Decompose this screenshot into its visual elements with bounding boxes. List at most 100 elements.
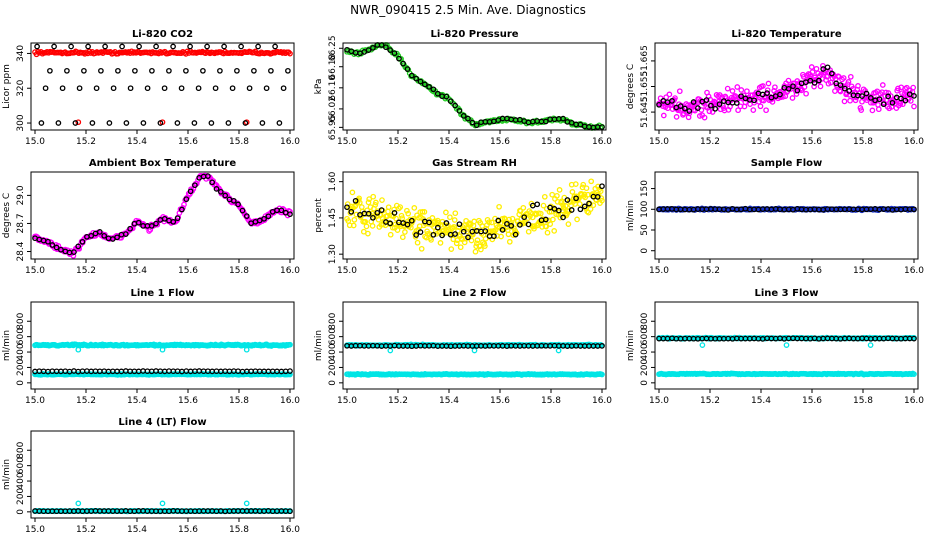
data-point <box>911 335 917 342</box>
x-tick-label: 15.2 <box>700 396 720 406</box>
data-point <box>541 193 548 200</box>
x-tick-label: 15.0 <box>25 266 45 276</box>
data-point <box>430 231 437 238</box>
data-point <box>45 238 51 245</box>
data-point <box>144 85 151 92</box>
data-point <box>174 215 181 222</box>
y-tick-label: 51.665 <box>640 45 650 77</box>
data-point <box>803 90 809 97</box>
data-point <box>594 194 601 200</box>
series-spikes <box>75 500 250 507</box>
data-point <box>790 83 796 90</box>
data-point <box>170 218 177 225</box>
data-point <box>525 228 532 235</box>
data-point <box>222 192 229 199</box>
data-point <box>898 95 904 102</box>
data-point <box>287 341 293 348</box>
data-point <box>265 213 272 220</box>
data-point <box>765 80 772 87</box>
plot-frame <box>30 42 295 131</box>
data-point <box>383 44 389 51</box>
data-point <box>234 67 240 74</box>
data-point <box>580 181 587 188</box>
data-point <box>278 207 285 214</box>
data-point <box>140 120 147 126</box>
data-point <box>396 55 402 62</box>
panel-line4: Line 4 (LT) Flow ml/min 15.0 15.2 15.4 15.6 15… <box>2 417 300 535</box>
data-point <box>887 93 894 99</box>
data-point <box>153 43 159 50</box>
data-point <box>443 220 450 226</box>
data-point <box>540 202 547 209</box>
data-point <box>869 107 876 114</box>
data-point <box>68 43 74 50</box>
series-avg <box>656 205 917 213</box>
data-point <box>551 228 558 234</box>
data-point <box>763 107 769 114</box>
data-point <box>473 243 480 250</box>
data-point <box>47 67 53 74</box>
series-avg <box>344 342 605 350</box>
data-point <box>703 97 710 103</box>
data-point <box>452 231 458 237</box>
data-point <box>889 99 896 106</box>
data-point <box>744 88 750 95</box>
data-point <box>42 85 49 92</box>
y-tick-label: 51.645 <box>640 96 650 128</box>
data-point <box>280 85 287 92</box>
data-point <box>724 85 731 92</box>
data-point <box>372 202 379 208</box>
y-tick-label: 800 <box>328 312 338 329</box>
data-point <box>599 371 605 378</box>
data-point <box>534 201 541 208</box>
series-low <box>344 371 605 378</box>
data-point <box>478 246 484 253</box>
y-tick-label: 150 <box>640 180 650 197</box>
x-tick-label: 15.6 <box>178 525 198 535</box>
data-point <box>560 202 566 208</box>
data-point <box>106 120 113 126</box>
data-point <box>734 84 741 90</box>
x-tick-label: 15.2 <box>700 266 720 276</box>
data-point <box>88 232 95 239</box>
y-tick-label: 400 <box>328 343 338 360</box>
data-point <box>153 220 159 227</box>
data-point <box>122 231 129 237</box>
data-point <box>89 120 96 126</box>
y-axis-label: ml/min <box>2 330 12 361</box>
series-avg <box>344 42 605 131</box>
data-point <box>443 209 449 216</box>
data-point <box>161 85 168 92</box>
panel-title: Li-820 Pressure <box>430 29 518 40</box>
data-point <box>251 67 257 74</box>
data-point <box>75 243 82 250</box>
data-point <box>858 107 865 113</box>
panel-co2: Li-820 CO2 Licor ppm 15.0 15.2 15.4 15.6 15.8 1… <box>2 29 300 147</box>
x-tick-label: 16.0 <box>280 266 300 276</box>
data-point <box>465 234 471 241</box>
x-tick-label: 15.2 <box>76 137 96 147</box>
data-point <box>599 124 605 130</box>
data-point <box>132 67 138 74</box>
y-tick-label: 800 <box>640 312 650 329</box>
x-tick-label: 15.0 <box>337 396 357 406</box>
data-point <box>157 120 164 126</box>
data-point <box>205 173 211 179</box>
data-point <box>385 204 392 211</box>
data-point <box>521 214 528 221</box>
data-point <box>565 221 572 227</box>
data-point <box>471 347 478 354</box>
data-point <box>75 500 82 507</box>
data-point <box>568 207 575 213</box>
data-point <box>370 214 376 221</box>
data-point <box>855 83 861 89</box>
data-point <box>447 214 453 221</box>
y-tick-label: 340 <box>16 45 26 62</box>
data-point <box>365 210 372 217</box>
data-point <box>867 342 874 348</box>
data-point <box>907 98 914 104</box>
panel-pressure: Li-820 Pressure kPa 15.0 15.2 15.4 15.6 15.8 16… <box>314 29 612 147</box>
data-point <box>902 97 909 104</box>
y-tick-label: 600 <box>328 328 338 345</box>
y-tick-label: 400 <box>640 343 650 360</box>
